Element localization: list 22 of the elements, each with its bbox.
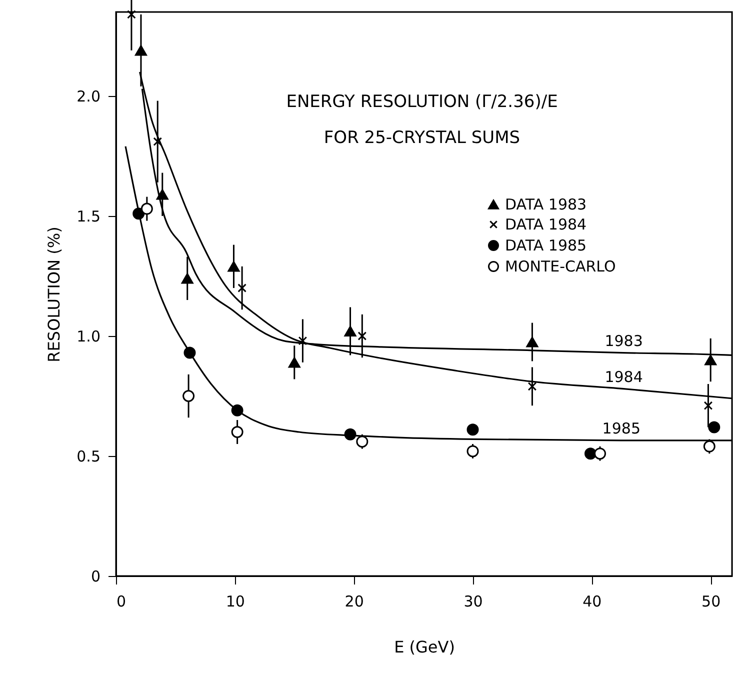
x-tick-label: 40: [582, 592, 602, 610]
series-label: 1984: [604, 368, 643, 386]
y-tick-label: 1.5: [76, 208, 100, 226]
legend-label: MONTE-CARLO: [505, 258, 616, 276]
x-tick-label: 30: [464, 592, 483, 610]
y-tick-label: 2.0: [76, 88, 100, 106]
x-axis-title: E (GeV): [394, 638, 455, 656]
y-tick-label: 1.0: [76, 328, 100, 346]
series-label: 1983: [604, 332, 643, 350]
y-tick-label: 0: [90, 568, 100, 586]
legend-label: DATA 1985: [505, 236, 587, 254]
series-label: 1985: [602, 419, 640, 438]
legend-label: DATA 1983: [505, 196, 587, 214]
text: FOR 25-CRYSTAL SUMS: [324, 128, 520, 148]
x-tick-label: 0: [116, 592, 126, 610]
x-tick-label: 10: [226, 592, 245, 610]
x-tick-label: 50: [702, 592, 721, 610]
text: ENERGY RESOLUTION (Γ/2.36)/E: [286, 92, 558, 112]
y-axis-title: RESOLUTION (%): [44, 226, 64, 362]
x-tick-label: 20: [344, 592, 364, 610]
y-tick-label: 0.5: [76, 448, 100, 466]
legend-label: DATA 1984: [505, 216, 587, 234]
